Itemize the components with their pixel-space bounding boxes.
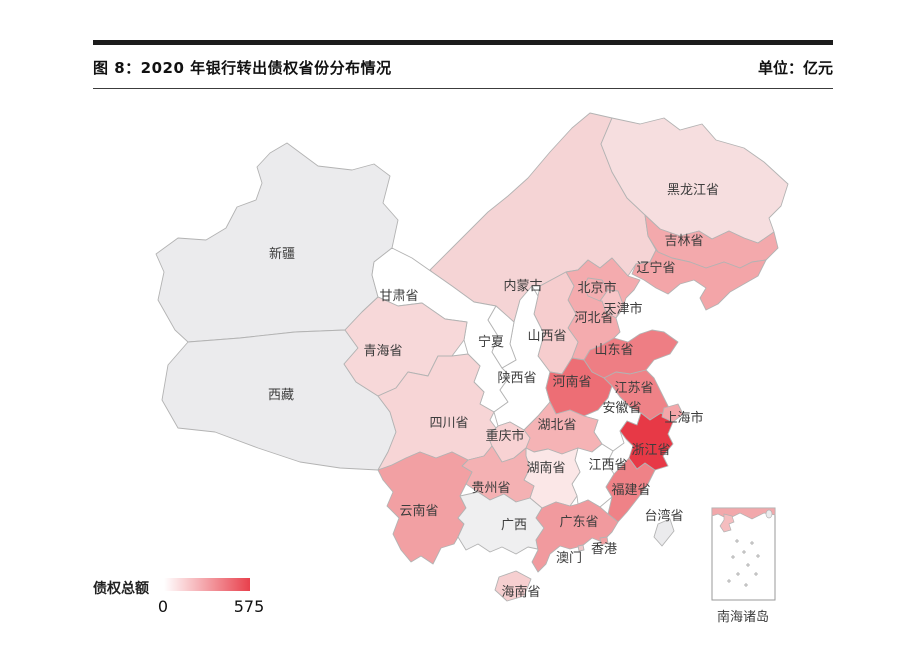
- label-jilin: 吉林省: [664, 234, 703, 249]
- label-liaoning: 辽宁省: [636, 260, 675, 276]
- region-hongkong: [599, 536, 609, 546]
- legend-max-value: 575: [233, 597, 265, 616]
- label-yunnan: 云南省: [399, 503, 438, 519]
- label-beijing: 北京市: [577, 280, 616, 296]
- figure-header: 图 8：2020 年银行转出债权省份分布情况 单位：亿元: [93, 57, 833, 78]
- province-shanghai: [661, 403, 684, 423]
- label-ningxia: 宁夏: [478, 334, 504, 350]
- label-guangdong: 广东省: [559, 515, 598, 530]
- figure-unit-label: 单位：亿元: [757, 59, 833, 77]
- province-liaoning: [631, 249, 767, 311]
- label-hongkong: 香港: [591, 542, 617, 557]
- header-divider: [93, 88, 833, 89]
- legend-min-value: 0: [157, 597, 169, 616]
- label-guizhou: 贵州省: [471, 481, 510, 496]
- label-shanxi: 山西省: [527, 329, 566, 344]
- inset-islands: [727, 539, 760, 587]
- region-macau: [577, 544, 585, 552]
- province-hainan: [494, 570, 532, 602]
- label-shaanxi: 陕西省: [497, 371, 536, 386]
- label-hunan: 湖南省: [526, 460, 565, 476]
- inset-taiwan: [765, 509, 773, 519]
- label-henan: 河南省: [552, 374, 591, 390]
- province-ningxia: [487, 305, 517, 369]
- label-heilongjiang: 黑龙江省: [667, 183, 719, 198]
- south-china-sea-inset: [711, 507, 776, 601]
- province-taiwan: [653, 518, 675, 547]
- label-jiangsu: 江苏省: [614, 380, 653, 396]
- figure-title: 图 8：2020 年银行转出债权省份分布情况: [93, 59, 392, 77]
- label-zhejiang: 浙江省: [631, 443, 670, 458]
- label-fujian: 福建省: [611, 483, 650, 498]
- label-macau: 澳门: [556, 550, 582, 566]
- label-neimenggu: 内蒙古: [503, 278, 542, 294]
- province-tianjin: [599, 289, 624, 319]
- label-tianjin: 天津市: [603, 301, 642, 317]
- label-taiwan: 台湾省: [644, 508, 683, 524]
- label-xinjiang: 新疆: [269, 246, 295, 262]
- legend-gradient-bar: [164, 578, 250, 591]
- label-gansu: 甘肃省: [379, 289, 418, 304]
- label-anhui: 安徽省: [602, 401, 641, 416]
- inset-frame: [711, 507, 776, 601]
- label-sichuan: 四川省: [429, 416, 468, 431]
- label-xizang: 西藏: [268, 388, 294, 403]
- label-chongqing: 重庆市: [485, 428, 524, 444]
- top-rule: [93, 40, 833, 45]
- label-hainan: 海南省: [501, 584, 540, 600]
- province-guangxi: [457, 491, 545, 555]
- province-jiangxi: [571, 443, 615, 508]
- label-qinghai: 青海省: [363, 344, 402, 359]
- inset-peninsula: [719, 513, 735, 533]
- label-hebei: 河北省: [574, 311, 613, 326]
- label-jiangxi: 江西省: [588, 458, 627, 473]
- label-shandong: 山东省: [594, 343, 633, 358]
- inset-label: 南海诸岛: [716, 610, 769, 625]
- label-guangxi: 广西: [501, 518, 527, 533]
- label-hubei: 湖北省: [537, 418, 576, 433]
- label-shanghai: 上海市: [664, 410, 703, 426]
- legend-title: 债权总额: [93, 581, 149, 597]
- province-hunan: [523, 447, 581, 509]
